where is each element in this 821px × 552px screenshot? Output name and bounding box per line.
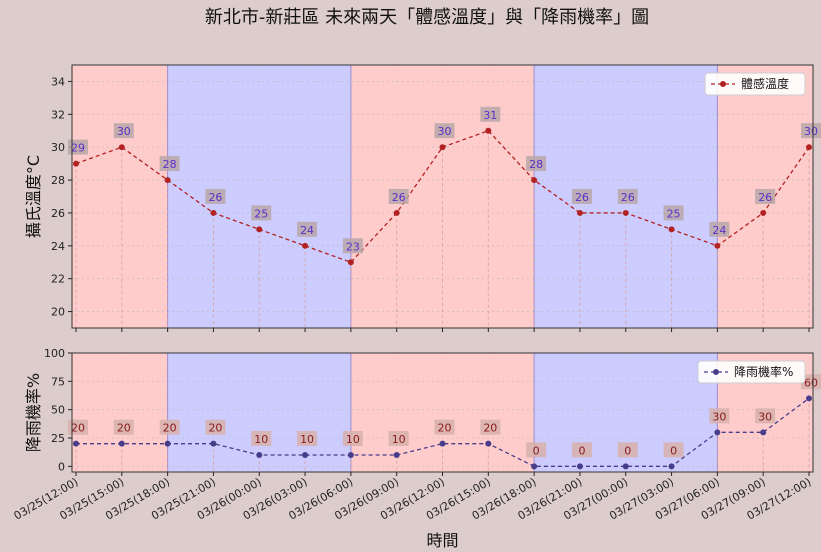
data-label: 20 <box>117 422 131 435</box>
data-point <box>302 243 308 249</box>
data-label: 0 <box>670 444 677 457</box>
data-label: 30 <box>758 410 772 423</box>
data-point <box>256 226 262 232</box>
data-point <box>165 177 171 183</box>
legend-label: 降雨機率% <box>734 364 793 379</box>
data-label: 31 <box>483 109 497 122</box>
data-label: 30 <box>438 125 452 138</box>
y-tick-label: 34 <box>51 75 65 88</box>
data-label: 0 <box>624 444 631 457</box>
y-tick-label: 100 <box>44 347 65 360</box>
data-point <box>485 441 491 447</box>
y-tick-label: 20 <box>51 306 65 319</box>
legend-marker <box>713 369 719 375</box>
y-tick-label: 26 <box>51 207 65 220</box>
data-label: 20 <box>163 422 177 435</box>
data-point <box>531 177 537 183</box>
data-point <box>760 429 766 435</box>
panel-1: 20 22 24 26 28 30 32 34 29 30 28 26 25 24 23 26 30 31 28 26… <box>24 65 821 332</box>
data-point <box>210 210 216 216</box>
background-band <box>72 65 168 328</box>
y-tick-label: 75 <box>51 375 65 388</box>
data-point <box>440 441 446 447</box>
data-label: 0 <box>578 444 585 457</box>
y-tick-label: 0 <box>58 460 65 473</box>
data-point <box>669 226 675 232</box>
data-label: 23 <box>346 240 360 253</box>
data-label: 30 <box>117 125 131 138</box>
y-tick-label: 24 <box>51 240 65 253</box>
x-axis-title: 時間 <box>426 531 458 550</box>
data-label: 0 <box>533 444 540 457</box>
data-label: 26 <box>575 191 589 204</box>
y-axis-title: 降雨機率% <box>24 373 43 452</box>
y-tick-label: 25 <box>51 432 65 445</box>
data-label: 28 <box>529 158 543 171</box>
data-point <box>394 210 400 216</box>
data-label: 30 <box>804 125 818 138</box>
data-label: 29 <box>71 142 85 155</box>
data-point <box>669 463 675 469</box>
data-label: 25 <box>254 207 268 220</box>
data-point <box>256 452 262 458</box>
y-axis-title: 攝氏溫度°C <box>24 155 43 238</box>
data-point <box>806 395 812 401</box>
legend-label: 體感溫度 <box>741 76 789 91</box>
data-label: 10 <box>254 433 268 446</box>
data-point <box>806 144 812 150</box>
data-label: 26 <box>758 191 772 204</box>
data-point <box>394 452 400 458</box>
data-label: 20 <box>71 422 85 435</box>
panel-2: 0 25 50 75 100 20 20 20 20 10 10 10 10 20 20 0 0 0 0 30 30 60… <box>12 347 821 550</box>
data-point <box>348 259 354 265</box>
data-point <box>73 441 79 447</box>
data-point <box>210 441 216 447</box>
data-point <box>760 210 766 216</box>
data-label: 20 <box>438 422 452 435</box>
data-point <box>485 128 491 134</box>
data-label: 26 <box>621 191 635 204</box>
data-label: 20 <box>483 422 497 435</box>
data-label: 25 <box>667 207 681 220</box>
data-label: 28 <box>163 158 177 171</box>
data-point <box>531 463 537 469</box>
legend-marker <box>720 81 726 87</box>
data-label: 10 <box>346 433 360 446</box>
data-point <box>577 210 583 216</box>
data-point <box>348 452 354 458</box>
data-label: 24 <box>300 224 314 237</box>
data-point <box>302 452 308 458</box>
data-label: 26 <box>392 191 406 204</box>
chart-title: 新北市-新莊區 未來兩天「體感溫度」與「降雨機率」圖 <box>205 7 649 28</box>
data-label: 60 <box>804 376 818 389</box>
y-tick-label: 32 <box>51 108 65 121</box>
data-point <box>623 210 629 216</box>
data-label: 20 <box>208 422 222 435</box>
data-label: 26 <box>208 191 222 204</box>
data-point <box>119 441 125 447</box>
y-tick-label: 22 <box>51 273 65 286</box>
data-label: 24 <box>712 224 726 237</box>
data-label: 10 <box>392 433 406 446</box>
y-tick-label: 28 <box>51 174 65 187</box>
y-tick-label: 30 <box>51 141 65 154</box>
data-point <box>714 429 720 435</box>
data-point <box>73 161 79 167</box>
background-band <box>72 353 168 472</box>
data-point <box>714 243 720 249</box>
data-label: 30 <box>712 410 726 423</box>
data-point <box>577 463 583 469</box>
y-tick-label: 50 <box>51 404 65 417</box>
data-label: 10 <box>300 433 314 446</box>
data-point <box>440 144 446 150</box>
data-point <box>623 463 629 469</box>
data-point <box>119 144 125 150</box>
data-point <box>165 441 171 447</box>
